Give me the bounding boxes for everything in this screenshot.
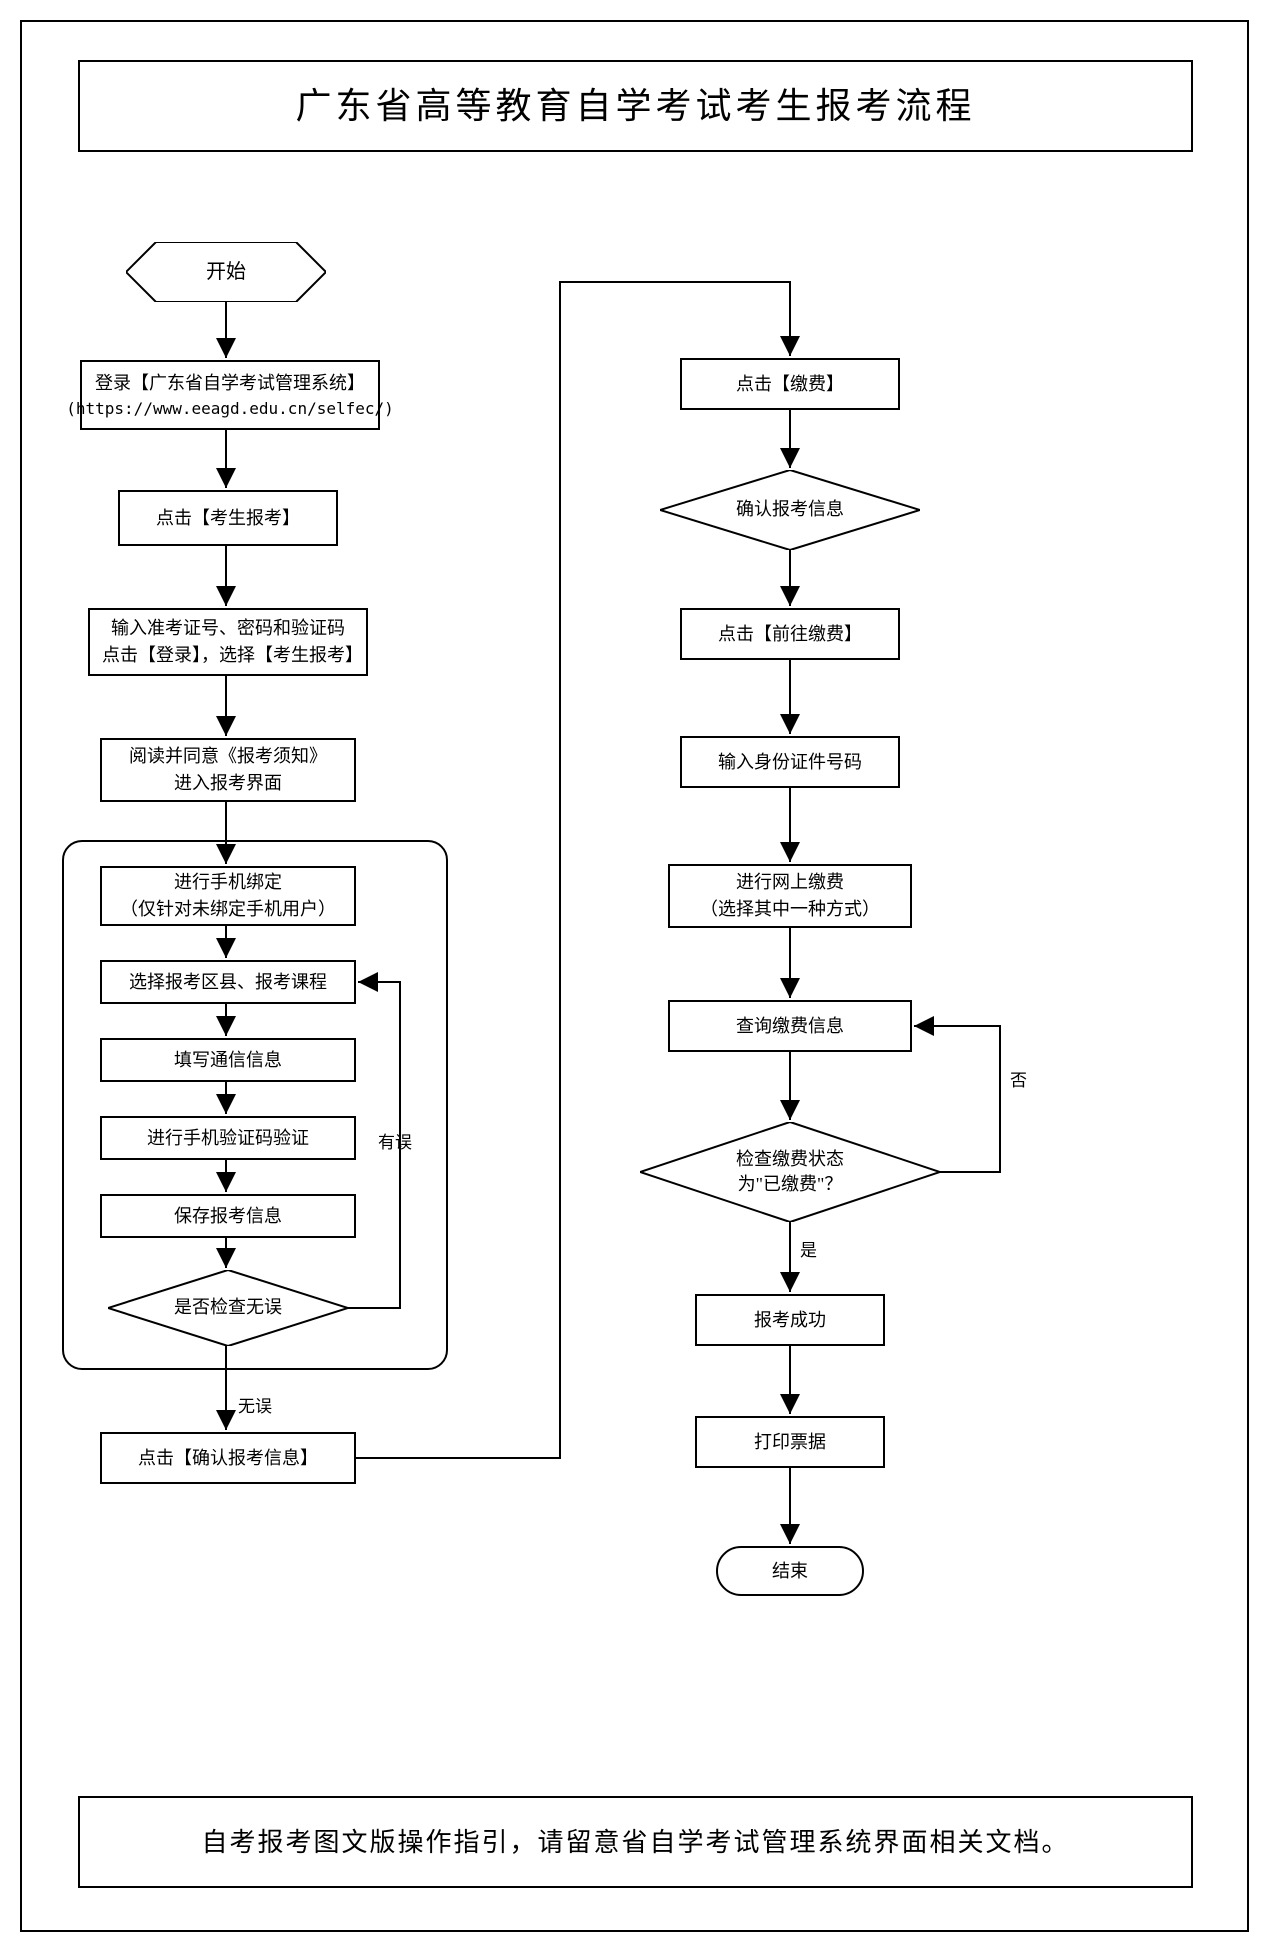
node-online-pay-line2: （选择其中一种方式）	[700, 896, 880, 923]
node-end: 结束	[716, 1546, 864, 1596]
node-check-correct: 是否检查无误	[108, 1270, 348, 1346]
node-fill-contact: 填写通信信息	[100, 1038, 356, 1082]
node-enter-credentials-line2: 点击【登录】，选择【考生报考】	[102, 642, 354, 669]
node-enter-credentials-line1: 输入准考证号、密码和验证码	[111, 615, 345, 642]
title-box: 广东省高等教育自学考试考生报考流程	[78, 60, 1193, 152]
node-start: 开始	[126, 242, 326, 302]
node-bind-phone-line1: 进行手机绑定	[174, 869, 282, 896]
node-goto-pay: 点击【前往缴费】	[680, 608, 900, 660]
node-click-pay-label: 点击【缴费】	[736, 371, 844, 398]
node-end-label: 结束	[772, 1558, 808, 1585]
edge-label-correct: 无误	[236, 1392, 274, 1417]
node-confirm-reg-info-label: 确认报考信息	[736, 497, 844, 522]
node-save-info-label: 保存报考信息	[174, 1203, 282, 1230]
node-read-agree-line1: 阅读并同意《报考须知》	[129, 743, 327, 770]
node-query-pay-label: 查询缴费信息	[736, 1013, 844, 1040]
footer-box: 自考报考图文版操作指引，请留意省自学考试管理系统界面相关文档。	[78, 1796, 1193, 1888]
node-check-correct-label: 是否检查无误	[174, 1295, 282, 1320]
node-enter-id: 输入身份证件号码	[680, 736, 900, 788]
node-start-label: 开始	[206, 257, 246, 287]
node-sms-verify-label: 进行手机验证码验证	[147, 1125, 309, 1152]
edge-label-no: 否	[1008, 1066, 1029, 1091]
node-read-agree-line2: 进入报考界面	[174, 770, 282, 797]
node-select-course: 选择报考区县、报考课程	[100, 960, 356, 1004]
node-query-pay: 查询缴费信息	[668, 1000, 912, 1052]
node-print-receipt-label: 打印票据	[754, 1429, 826, 1456]
node-save-info: 保存报考信息	[100, 1194, 356, 1238]
node-check-paid-label: 检查缴费状态 为"已缴费"？	[736, 1147, 844, 1197]
node-click-register: 点击【考生报考】	[118, 490, 338, 546]
node-confirm-reg-info: 确认报考信息	[660, 470, 920, 550]
node-select-course-label: 选择报考区县、报考课程	[129, 969, 327, 996]
node-confirm-info: 点击【确认报考信息】	[100, 1432, 356, 1484]
title-text: 广东省高等教育自学考试考生报考流程	[295, 79, 975, 133]
node-bind-phone: 进行手机绑定 （仅针对未绑定手机用户）	[100, 866, 356, 926]
node-sms-verify: 进行手机验证码验证	[100, 1116, 356, 1160]
node-login-line1: 登录【广东省自学考试管理系统】	[95, 370, 365, 397]
node-login: 登录【广东省自学考试管理系统】 (https://www.eeagd.edu.c…	[80, 360, 380, 430]
node-goto-pay-label: 点击【前往缴费】	[718, 621, 862, 648]
node-read-agree: 阅读并同意《报考须知》 进入报考界面	[100, 738, 356, 802]
edge-label-wrong: 有误	[376, 1128, 414, 1153]
node-confirm-info-label: 点击【确认报考信息】	[138, 1445, 318, 1472]
node-success: 报考成功	[695, 1294, 885, 1346]
node-enter-id-label: 输入身份证件号码	[718, 749, 862, 776]
node-bind-phone-line2: （仅针对未绑定手机用户）	[120, 896, 336, 923]
node-check-paid: 检查缴费状态 为"已缴费"？	[640, 1122, 940, 1222]
node-fill-contact-label: 填写通信信息	[174, 1047, 282, 1074]
node-enter-credentials: 输入准考证号、密码和验证码 点击【登录】，选择【考生报考】	[88, 608, 368, 676]
node-online-pay-line1: 进行网上缴费	[736, 869, 844, 896]
node-print-receipt: 打印票据	[695, 1416, 885, 1468]
node-online-pay: 进行网上缴费 （选择其中一种方式）	[668, 864, 912, 928]
node-click-pay: 点击【缴费】	[680, 358, 900, 410]
node-click-register-label: 点击【考生报考】	[156, 505, 300, 532]
node-login-line2: (https://www.eeagd.edu.cn/selfec/)	[66, 397, 394, 421]
node-success-label: 报考成功	[754, 1307, 826, 1334]
footer-text: 自考报考图文版操作指引，请留意省自学考试管理系统界面相关文档。	[201, 1823, 1069, 1862]
edge-label-yes: 是	[798, 1236, 819, 1261]
